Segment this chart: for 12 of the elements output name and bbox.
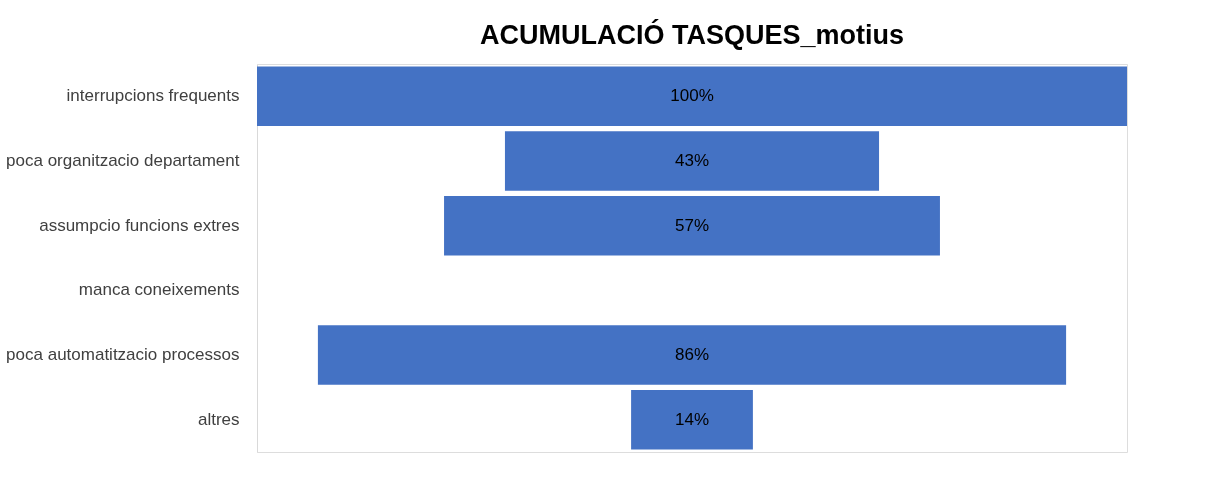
category-label: manca coneixements bbox=[78, 280, 240, 300]
data-label: 100% bbox=[670, 86, 714, 106]
text: ACUMULACIÓ TASQUES_motius bbox=[479, 19, 905, 50]
category-label: poca automatitzacio processos bbox=[6, 345, 240, 364]
category-label: poca organitzacio departament bbox=[6, 151, 240, 170]
category-label: interrupcions frequents bbox=[66, 86, 240, 106]
data-label: 43% bbox=[674, 151, 710, 170]
category-label: altres bbox=[197, 409, 240, 429]
data-label: 86% bbox=[674, 345, 710, 364]
data-label: 57% bbox=[674, 215, 710, 235]
category-label: assumpcio funcions extres bbox=[39, 215, 240, 235]
data-label: 14% bbox=[674, 409, 710, 429]
